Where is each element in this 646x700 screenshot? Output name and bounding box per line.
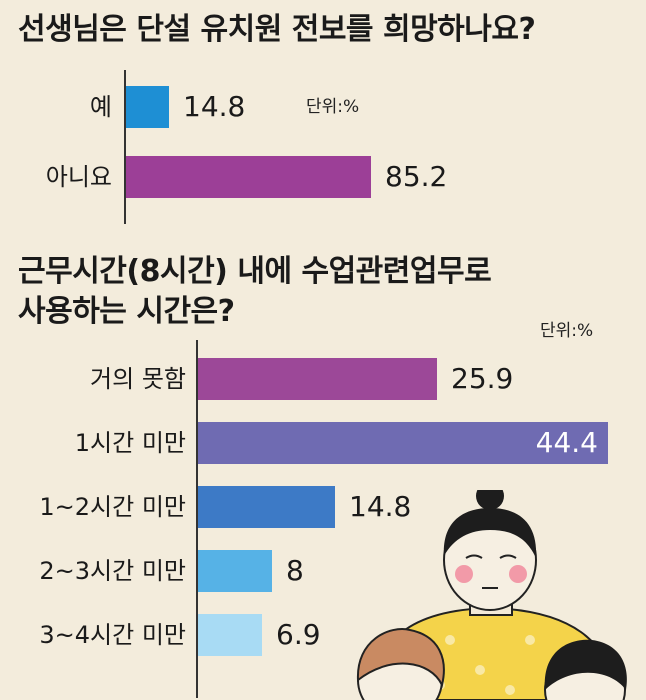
category-label: 예 bbox=[89, 93, 112, 121]
category-label: 1시간 미만 bbox=[74, 429, 186, 457]
chart1-title: 선생님은 단설 유치원 전보를 희망하나요? bbox=[18, 12, 536, 47]
bar bbox=[198, 550, 272, 592]
chart2-title-line-1: 근무시간(8시간) 내에 수업관련업무로 bbox=[18, 254, 492, 289]
value-label: 14.8 bbox=[349, 490, 412, 523]
chart1-axis-line bbox=[124, 70, 126, 224]
value-label: 44.4 bbox=[535, 426, 598, 459]
category-label: 1~2시간 미만 bbox=[39, 493, 186, 521]
chart2-unit-label: 단위:% bbox=[540, 321, 594, 341]
chart2-title-line-2: 사용하는 시간은? bbox=[18, 294, 235, 329]
value-label: 85.2 bbox=[385, 160, 448, 193]
chart2-title: 근무시간(8시간) 내에 수업관련업무로 사용하는 시간은? bbox=[18, 252, 492, 332]
chart1-unit-label: 단위:% bbox=[306, 97, 360, 117]
bar bbox=[126, 156, 371, 198]
category-label: 아니요 bbox=[45, 163, 112, 191]
bar bbox=[198, 358, 437, 400]
value-label: 6.9 bbox=[276, 618, 321, 651]
bar bbox=[198, 614, 262, 656]
value-label: 14.8 bbox=[183, 90, 246, 123]
value-label: 25.9 bbox=[451, 362, 514, 395]
category-label: 거의 못함 bbox=[90, 365, 186, 393]
bar bbox=[198, 422, 608, 464]
teacher-children-illustration bbox=[356, 490, 627, 700]
value-label: 8 bbox=[286, 554, 304, 587]
category-label: 3~4시간 미만 bbox=[39, 621, 186, 649]
chart2-axis-line bbox=[196, 340, 198, 698]
category-label: 2~3시간 미만 bbox=[39, 557, 186, 585]
bar bbox=[126, 86, 169, 128]
bar bbox=[198, 486, 335, 528]
